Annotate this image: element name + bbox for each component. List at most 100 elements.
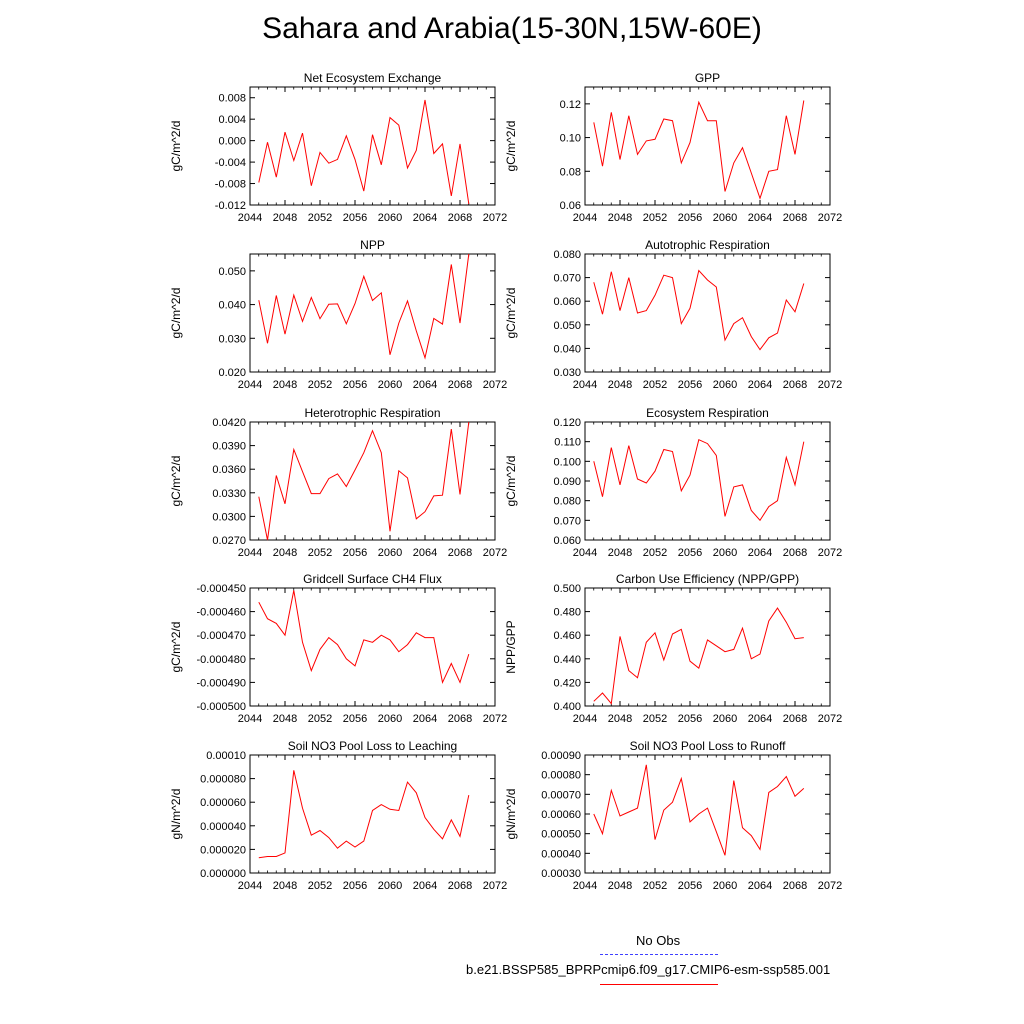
x-tick-label: 2060 xyxy=(378,212,402,224)
x-tick-label: 2056 xyxy=(343,880,367,892)
y-tick-label: -0.012 xyxy=(215,200,246,212)
x-tick-label: 2052 xyxy=(643,713,667,725)
y-tick-label: 0.004 xyxy=(218,114,246,126)
x-tick-label: 2064 xyxy=(413,713,437,725)
x-tick-label: 2060 xyxy=(378,880,402,892)
y-tick-label: 0.050 xyxy=(553,320,581,332)
chart-panel-gridcell-surface-ch4-flux: 2044 2048 2052 2056 2060 2064 2068 2072 -0.00050… xyxy=(169,572,507,725)
y-tick-label: 0.0360 xyxy=(212,464,246,476)
x-tick-label: 2064 xyxy=(413,212,437,224)
y-tick-label: 0.00070 xyxy=(541,789,581,801)
y-tick-label: 0.110 xyxy=(554,437,581,449)
y-tick-label: 0.0390 xyxy=(212,441,246,453)
x-tick-label: 2048 xyxy=(608,212,632,224)
x-tick-label: 2072 xyxy=(483,212,507,224)
x-tick-label: 2044 xyxy=(238,880,262,892)
y-tick-label: 0.00080 xyxy=(541,770,581,782)
x-tick-label: 2052 xyxy=(308,547,332,559)
y-axis-label: gN/m^2/d xyxy=(504,789,518,840)
y-tick-label: 0.050 xyxy=(218,266,246,278)
x-tick-label: 2056 xyxy=(678,212,702,224)
plot-frame xyxy=(584,253,831,373)
y-tick-label: 0.00060 xyxy=(541,809,581,821)
x-tick-label: 2048 xyxy=(608,547,632,559)
x-tick-label: 2064 xyxy=(413,880,437,892)
panel-title: Heterotrophic Respiration xyxy=(304,406,440,420)
x-tick-label: 2056 xyxy=(678,713,702,725)
x-tick-label: 2068 xyxy=(783,713,807,725)
y-tick-label: 0.06 xyxy=(560,200,581,212)
y-tick-label: -0.000470 xyxy=(196,630,246,642)
x-tick-label: 2072 xyxy=(483,379,507,391)
y-tick-label: 0.10 xyxy=(560,133,581,145)
plot-frame xyxy=(249,587,496,707)
x-tick-label: 2052 xyxy=(643,880,667,892)
chart-panel-heterotrophic-respiration: 2044 2048 2052 2056 2060 2064 2068 2072 0.0270 0.… xyxy=(169,406,507,559)
y-tick-label: 0.040 xyxy=(553,343,581,355)
x-tick-label: 2068 xyxy=(783,212,807,224)
y-axis-label: gC/m^2/d xyxy=(169,456,183,507)
series-line xyxy=(258,421,470,541)
series-line xyxy=(593,764,805,856)
y-tick-label: 0.060 xyxy=(553,535,581,547)
x-tick-label: 2064 xyxy=(748,880,772,892)
y-tick-label: 0.0420 xyxy=(212,417,246,429)
x-tick-label: 2048 xyxy=(608,379,632,391)
legend-obs-line xyxy=(600,954,718,955)
series-line xyxy=(593,269,805,351)
y-tick-label: 0.500 xyxy=(553,583,581,595)
y-axis-label: gC/m^2/d xyxy=(504,288,518,339)
chart-panel-npp: 2044 2048 2052 2056 2060 2064 2068 2072 0.020 0.0… xyxy=(169,238,507,391)
x-tick-label: 2072 xyxy=(483,713,507,725)
plot-frame xyxy=(249,86,496,206)
x-tick-label: 2072 xyxy=(818,212,842,224)
y-tick-label: 0.120 xyxy=(553,417,581,429)
y-tick-label: 0.090 xyxy=(553,476,581,488)
legend-model-line xyxy=(600,984,718,985)
y-axis-label: gN/m^2/d xyxy=(169,789,183,840)
chart-panel-ecosystem-respiration: 2044 2048 2052 2056 2060 2064 2068 2072 0.060 0.0… xyxy=(504,406,842,559)
x-tick-label: 2068 xyxy=(783,880,807,892)
chart-panel-autotrophic-respiration: 2044 2048 2052 2056 2060 2064 2068 2072 0.030 0.0… xyxy=(504,238,842,391)
y-axis-label: gC/m^2/d xyxy=(504,121,518,172)
y-axis-label: gC/m^2/d xyxy=(169,288,183,339)
y-tick-label: 0.100 xyxy=(553,456,581,468)
panel-title: Soil NO3 Pool Loss to Runoff xyxy=(630,739,787,753)
y-tick-label: 0.440 xyxy=(553,654,581,666)
x-tick-label: 2068 xyxy=(448,713,472,725)
y-tick-label: 0.008 xyxy=(218,93,246,105)
y-tick-label: -0.000460 xyxy=(196,607,246,619)
x-tick-label: 2044 xyxy=(573,547,597,559)
x-tick-label: 2048 xyxy=(608,713,632,725)
y-tick-label: 0.460 xyxy=(553,630,581,642)
plot-frame xyxy=(584,754,831,874)
x-tick-label: 2060 xyxy=(713,547,737,559)
x-tick-label: 2044 xyxy=(238,713,262,725)
panel-title: NPP xyxy=(360,238,385,252)
series-line xyxy=(258,590,470,685)
x-tick-label: 2056 xyxy=(678,547,702,559)
y-axis-label: gC/m^2/d xyxy=(504,456,518,507)
chart-panel-carbon-use-efficiency-npp-gpp: 2044 2048 2052 2056 2060 2064 2068 2072 0.400 0.4… xyxy=(504,572,842,725)
x-tick-label: 2044 xyxy=(573,212,597,224)
x-tick-label: 2072 xyxy=(818,880,842,892)
x-tick-label: 2068 xyxy=(448,547,472,559)
x-tick-label: 2048 xyxy=(273,379,297,391)
x-tick-label: 2052 xyxy=(643,212,667,224)
y-tick-label: 0.070 xyxy=(553,515,581,527)
x-tick-label: 2048 xyxy=(273,547,297,559)
legend-model-label: b.e21.BSSP585_BPRPcmip6.f09_g17.CMIP6-es… xyxy=(466,962,831,977)
x-tick-label: 2060 xyxy=(378,379,402,391)
x-tick-label: 2060 xyxy=(713,212,737,224)
panel-title: Carbon Use Efficiency (NPP/GPP) xyxy=(616,572,799,586)
x-tick-label: 2068 xyxy=(783,379,807,391)
y-tick-label: 0.070 xyxy=(553,273,581,285)
y-tick-label: 0.00040 xyxy=(541,848,581,860)
y-tick-label: 0.080 xyxy=(553,496,581,508)
y-tick-label: 0.000060 xyxy=(200,797,246,809)
x-tick-label: 2044 xyxy=(573,713,597,725)
y-tick-label: 0.00030 xyxy=(541,868,581,880)
x-tick-label: 2072 xyxy=(818,713,842,725)
y-tick-label: 0.060 xyxy=(553,296,581,308)
